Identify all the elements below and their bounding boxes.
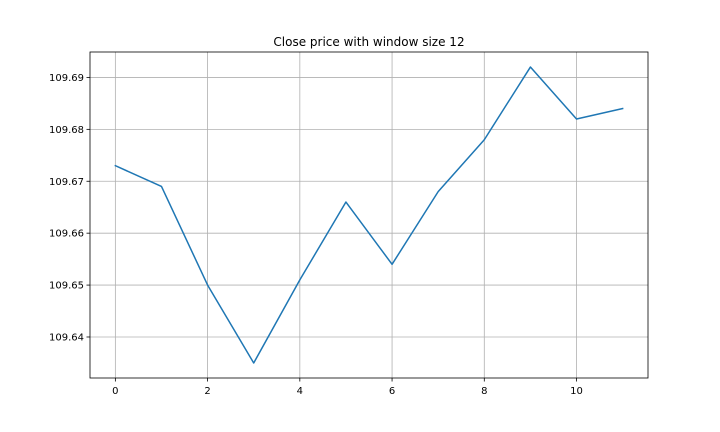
y-tick-label: 109.68 — [49, 125, 84, 136]
series-line — [114, 66, 624, 364]
x-tick-label: 4 — [297, 386, 303, 397]
chart-title: Close price with window size 12 — [273, 35, 464, 49]
y-tick-label: 109.67 — [49, 177, 84, 188]
y-tick-label: 109.64 — [49, 332, 84, 343]
plot-frame — [89, 51, 649, 379]
y-tick-label: 109.66 — [49, 229, 84, 240]
x-tick-label: 10 — [570, 386, 583, 397]
x-tick-label: 8 — [481, 386, 487, 397]
y-tick-label: 109.69 — [49, 73, 84, 84]
x-axis: 0 2 4 6 8 10 — [112, 378, 583, 397]
x-tick-label: 2 — [204, 386, 210, 397]
series-layer — [114, 66, 624, 364]
x-tick-label: 0 — [112, 386, 118, 397]
x-tick-label: 6 — [389, 386, 395, 397]
y-axis: 109.64 109.65 109.66 109.67 109.68 109.69 — [49, 73, 90, 343]
y-tick-label: 109.65 — [49, 281, 84, 292]
